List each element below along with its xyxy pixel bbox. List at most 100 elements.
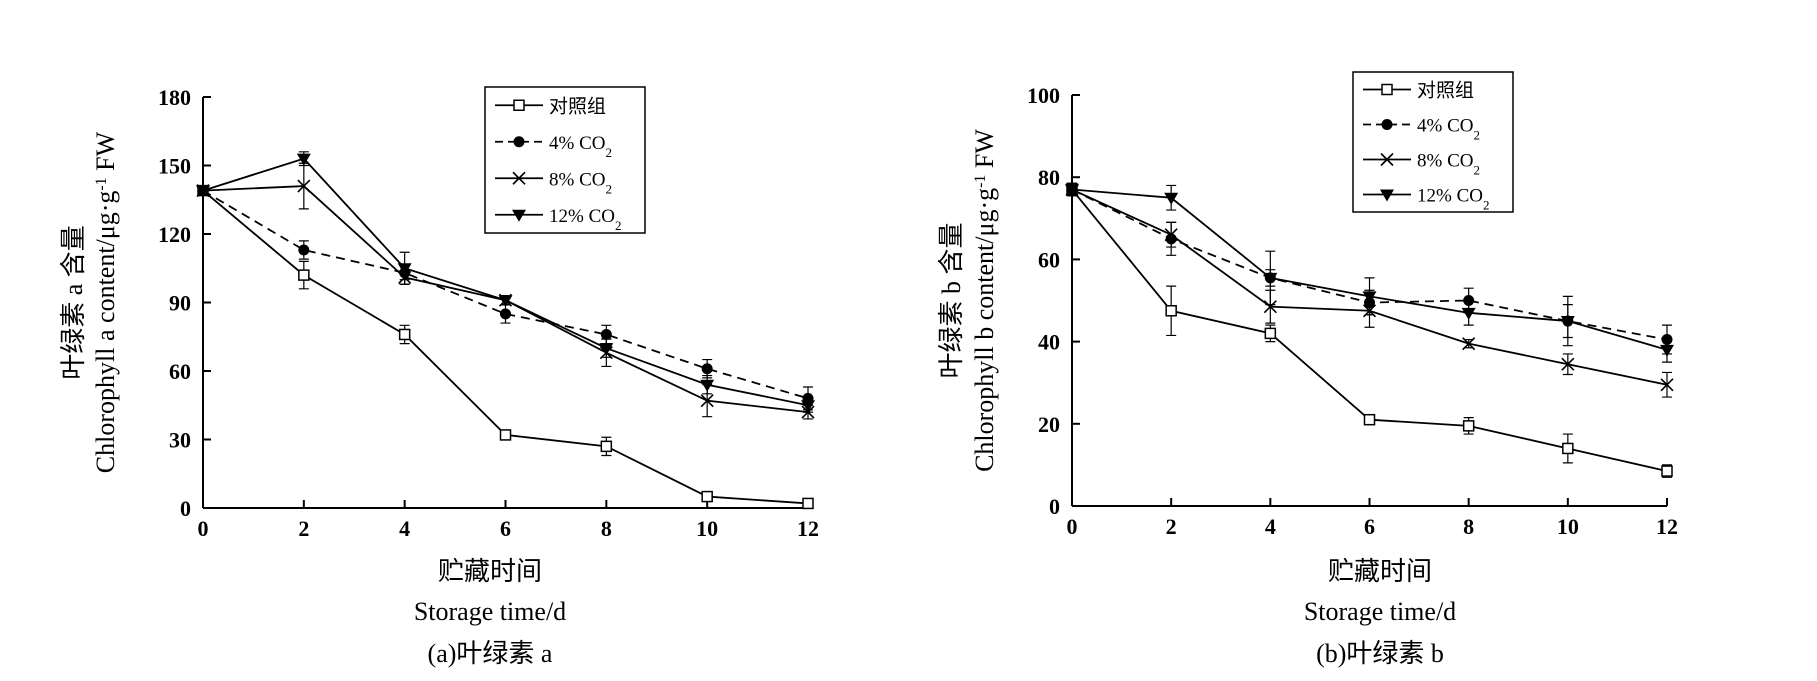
data-point-marker [1065, 184, 1079, 197]
data-point-marker [296, 153, 311, 166]
legend-label: 12% CO2 [549, 206, 621, 233]
x-tick-label: 4 [399, 516, 410, 541]
y-axis-title-en-superscript: -1 [93, 177, 110, 190]
x-tick-label: 0 [198, 516, 209, 541]
y-tick-label: 30 [169, 428, 191, 453]
x-tick-label: 2 [1166, 514, 1177, 539]
data-point-marker [1461, 307, 1476, 320]
data-point-marker [298, 269, 310, 281]
series-line [1071, 188, 1668, 472]
data-point-marker [700, 394, 714, 408]
panel-caption: (a)叶绿素 a [428, 639, 553, 668]
legend-label: 4% CO2 [1417, 116, 1480, 143]
y-axis-title-en-main: Chlorophyll a content/μg·g [91, 191, 120, 474]
x-tick-label: 10 [1557, 514, 1579, 539]
data-point-marker [499, 429, 512, 441]
x-axis-title-en: Storage time/d [1304, 597, 1456, 626]
data-point-marker [398, 328, 411, 341]
legend-marker [1380, 152, 1394, 167]
data-point-marker [600, 440, 613, 453]
x-tick-label: 4 [1265, 514, 1276, 539]
x-tick-label: 8 [601, 516, 612, 541]
x-axis-title-en: Storage time/d [414, 597, 566, 626]
legend-label-subscript: 2 [1483, 197, 1490, 212]
legend-label-text: 对照组 [549, 95, 606, 117]
series-1 [1066, 182, 1673, 478]
data-point-marker [1264, 327, 1277, 340]
data-point-marker [600, 328, 612, 340]
x-tick-label: 10 [696, 516, 718, 541]
y-tick-label: 120 [158, 222, 191, 247]
data-point-marker [397, 263, 412, 276]
legend-label-subscript: 2 [1473, 127, 1480, 142]
y-axis-title-cn: 叶绿素 a 含量 [59, 225, 88, 380]
series-4 [1065, 182, 1674, 363]
data-point-marker [297, 179, 311, 193]
legend-label-subscript: 2 [1473, 162, 1480, 177]
data-point-marker [1363, 413, 1376, 426]
y-tick-label: 100 [1027, 83, 1060, 108]
data-point-marker [1462, 420, 1475, 432]
x-tick-label: 2 [298, 516, 309, 541]
y-tick-label: 20 [1038, 412, 1060, 437]
legend-label-subscript: 2 [605, 181, 612, 196]
legend-marker [513, 136, 525, 148]
data-point-marker [701, 490, 713, 503]
y-axis-title-en-superscript: -1 [972, 175, 989, 188]
series-line [202, 189, 809, 505]
data-point-marker [498, 295, 513, 308]
y-tick-label: 150 [158, 154, 191, 179]
y-tick-label: 80 [1038, 165, 1060, 190]
data-point-marker [1362, 291, 1377, 304]
data-point-marker [599, 343, 614, 356]
legend-label-text: 4% CO [1417, 116, 1473, 137]
legend-label: 对照组 [549, 95, 606, 117]
legend-marker [1381, 83, 1393, 96]
data-point-marker [1164, 192, 1179, 205]
legend-label-text: 8% CO [549, 169, 605, 190]
data-point-marker [1263, 272, 1278, 285]
data-point-marker [1660, 344, 1674, 357]
legend-label-text: 8% CO [1417, 151, 1473, 172]
data-point-marker [1263, 300, 1277, 314]
y-axis-title-en-unit: FW [970, 129, 999, 175]
data-point-marker [1561, 357, 1575, 371]
x-axis-title-cn: 贮藏时间 [438, 557, 542, 586]
data-point-marker [1660, 378, 1674, 392]
legend-label-text: 对照组 [1417, 80, 1474, 102]
legend-label-text: 4% CO [549, 133, 605, 154]
legend-box [1352, 71, 1514, 213]
legend-label: 12% CO2 [1417, 186, 1489, 213]
y-tick-label: 60 [169, 359, 191, 384]
panel-caption: (b)叶绿素 b [1316, 639, 1444, 668]
legend-marker [512, 171, 526, 185]
y-tick-label: 0 [1049, 494, 1060, 519]
y-tick-label: 90 [169, 291, 191, 316]
data-point-marker [802, 497, 814, 510]
x-tick-label: 12 [1656, 514, 1678, 539]
data-point-marker [298, 244, 310, 256]
y-tick-label: 0 [180, 496, 191, 521]
y-axis-title-en-main: Chlorophyll b content/μg·g [970, 188, 999, 472]
y-axis-title-en: Chlorophyll b content/μg·g-1 FW [970, 129, 999, 472]
legend-label: 8% CO2 [549, 169, 612, 196]
data-point-marker [701, 363, 713, 375]
x-tick-label: 6 [1364, 514, 1375, 539]
y-tick-label: 40 [1038, 330, 1060, 355]
y-tick-label: 60 [1038, 247, 1060, 272]
series-1 [197, 184, 814, 510]
y-axis-title-cn: 叶绿素 b 含量 [937, 222, 966, 378]
legend-label: 4% CO2 [549, 133, 612, 160]
x-tick-label: 8 [1463, 514, 1474, 539]
data-point-marker [1164, 228, 1178, 242]
data-point-marker [500, 308, 511, 320]
legend-marker [1381, 119, 1393, 130]
legend-label-text: 12% CO [1417, 186, 1483, 207]
data-point-marker [1560, 316, 1575, 329]
legend-marker [513, 99, 525, 111]
x-axis-title-cn: 贮藏时间 [1328, 557, 1432, 586]
